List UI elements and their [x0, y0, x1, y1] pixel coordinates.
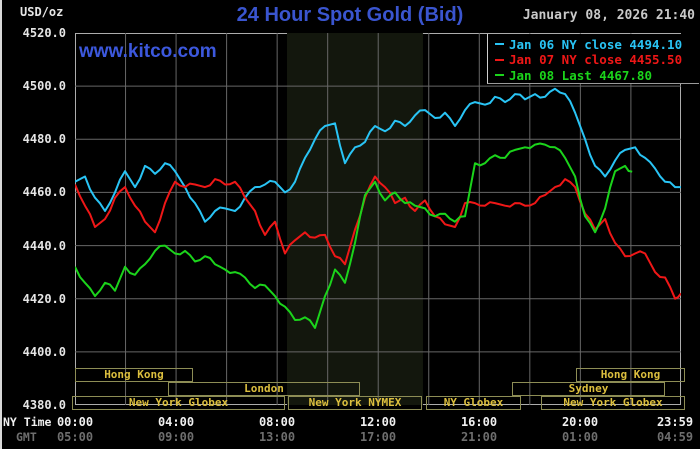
x-tick-gmt: 17:00 — [359, 430, 397, 444]
x-tick-nytime: 04:00 — [157, 415, 195, 429]
series-line-jan-06 — [75, 87, 681, 223]
x-tick-nytime: 16:00 — [460, 415, 498, 429]
legend: Jan 06 NY close 4494.10 Jan 07 NY close 4… — [487, 34, 699, 84]
y-tick-label: 4500.0 — [22, 79, 66, 94]
legend-row: Jan 08 Last 4467.80 — [495, 67, 652, 83]
page-title: 24 Hour Spot Gold (Bid) — [236, 4, 464, 26]
session-box-new-york-globex: New York Globex — [72, 396, 285, 410]
legend-row: Jan 06 NY close 4494.10 — [495, 36, 682, 52]
y-tick-label: 4480.0 — [22, 132, 66, 147]
x-tick-nytime: 00:00 — [56, 415, 94, 429]
session-box-sydney: Sydney — [512, 382, 665, 396]
x-tick-gmt: 04:59 — [656, 430, 694, 444]
legend-row: Jan 07 NY close 4455.50 — [495, 52, 682, 68]
kitco-watermark-link[interactable]: www.kitco.com — [79, 41, 217, 62]
nymex-session-band — [286, 33, 423, 405]
x-tick-gmt: 01:00 — [561, 430, 599, 444]
x-tick-gmt: 05:00 — [56, 430, 94, 444]
session-box-new-york-globex: New York Globex — [541, 396, 685, 410]
legend-dash-icon — [495, 58, 504, 61]
legend-text: Jan 08 Last 4467.80 — [509, 67, 652, 83]
session-box-ny-globex: NY Globex — [426, 396, 521, 410]
session-box-london: London — [168, 382, 360, 396]
y-tick-label: 4420.0 — [22, 291, 66, 306]
y-tick-label: 4520.0 — [22, 26, 66, 40]
session-box-hong-kong: Hong Kong — [75, 368, 193, 382]
legend-text: Jan 06 NY close 4494.10 — [509, 36, 683, 52]
x-tick-nytime: 23:59 — [656, 415, 694, 429]
session-box-hong-kong: Hong Kong — [576, 368, 685, 382]
x-tick-gmt: 13:00 — [258, 430, 296, 444]
x-tick-nytime: 08:00 — [258, 415, 296, 429]
left-edge-line — [0, 0, 2, 449]
chart-datetime: January 08, 2026 21:40 — [522, 8, 695, 23]
session-box-new-york-nymex: New York NYMEX — [288, 396, 422, 410]
x-tick-nytime: 20:00 — [561, 415, 599, 429]
legend-dash-icon — [495, 43, 504, 45]
legend-dash-icon — [495, 74, 504, 76]
x-tick-gmt: 21:00 — [460, 430, 498, 444]
x-axis-gmt-label: GMT — [16, 430, 37, 444]
chart-canvas — [75, 33, 681, 405]
series-line-jan-08 — [75, 142, 633, 329]
y-axis-units-label: USD/oz — [20, 5, 64, 19]
x-tick-gmt: 09:00 — [157, 430, 195, 444]
y-tick-label: 4400.0 — [22, 344, 66, 359]
x-tick-nytime: 12:00 — [359, 415, 397, 429]
y-tick-label: 4380.0 — [22, 398, 66, 412]
legend-text: Jan 07 NY close 4455.50 — [509, 52, 683, 67]
y-tick-label: 4440.0 — [22, 238, 66, 253]
x-axis-nytime-label: NY Time — [3, 415, 52, 429]
y-tick-label: 4460.0 — [22, 185, 66, 200]
